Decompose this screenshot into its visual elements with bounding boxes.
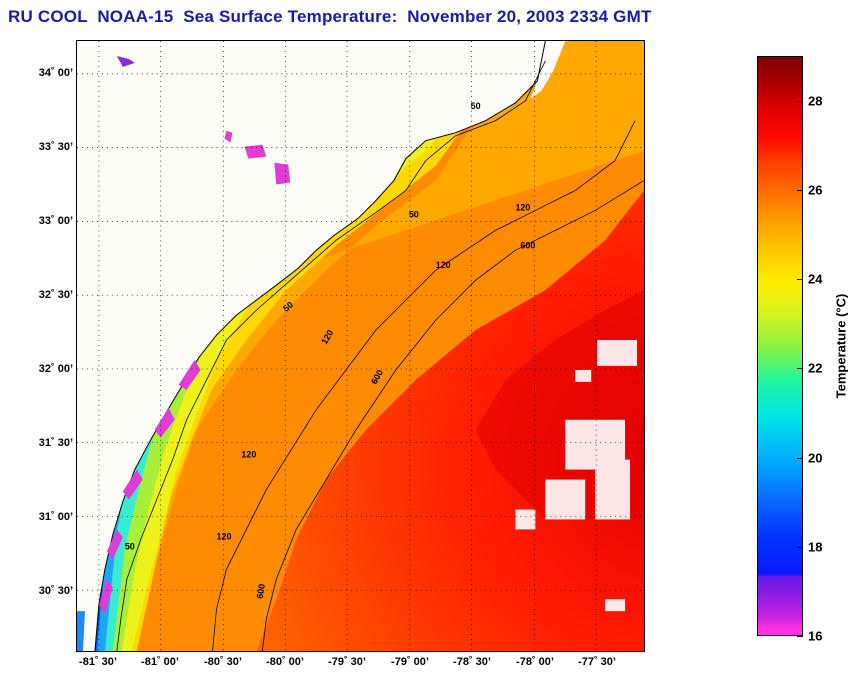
colorbar-tick-20: 20 bbox=[808, 450, 823, 466]
lat-tick-3: 33˚ 00’ bbox=[38, 215, 73, 227]
colorbar-tickmark-24 bbox=[797, 279, 803, 281]
lon-tick-7: -78˚ 30’ bbox=[453, 656, 491, 668]
river-mouth bbox=[77, 611, 85, 651]
lat-tick-4: 32˚ 30’ bbox=[38, 289, 73, 301]
lat-tick-2: 33˚ 30’ bbox=[38, 141, 73, 153]
sst-map[interactable]: 50 50 50 50 120 120 120 120 120 600 600 … bbox=[76, 40, 645, 652]
isobath-label-600-c: 600 bbox=[254, 583, 266, 599]
colorbar-tickmark-20 bbox=[797, 457, 803, 459]
lat-tick-1: 34˚ 00’ bbox=[38, 67, 73, 79]
lon-tick-9: -77˚ 30’ bbox=[578, 656, 616, 668]
lat-tick-8: 30˚ 30’ bbox=[38, 585, 73, 597]
isobath-label-50-c: 50 bbox=[409, 209, 419, 219]
colorbar-tickmark-28 bbox=[797, 100, 803, 102]
lon-tick-2: -81˚ 00’ bbox=[141, 656, 179, 668]
colorbar-label: Temperature (°C) bbox=[833, 293, 849, 399]
colorbar-tick-18: 18 bbox=[808, 539, 823, 555]
lon-tick-4: -80˚ 00’ bbox=[266, 656, 304, 668]
nearshore-cold bbox=[98, 359, 201, 615]
land bbox=[77, 41, 546, 651]
lon-tick-6: -79˚ 00’ bbox=[391, 656, 429, 668]
temperature-colorbar bbox=[757, 56, 803, 636]
colorbar-tickmark-26 bbox=[797, 189, 803, 191]
colorbar-tickmark-16 bbox=[797, 636, 803, 637]
gulf-stream bbox=[256, 190, 644, 651]
outer-banks bbox=[530, 41, 566, 99]
isobath-label-50-b: 50 bbox=[281, 300, 295, 314]
isobaths bbox=[116, 60, 644, 651]
isobath-120 bbox=[212, 120, 636, 651]
isobath-label-120-e: 120 bbox=[217, 531, 232, 541]
colorbar-tick-22: 22 bbox=[808, 360, 823, 376]
lat-tick-6: 31˚ 30’ bbox=[38, 437, 73, 449]
colorbar-tick-26: 26 bbox=[808, 182, 823, 198]
isobath-label-600: 600 bbox=[520, 240, 535, 250]
lon-tick-8: -78˚ 00’ bbox=[516, 656, 554, 668]
colorbar-tick-28: 28 bbox=[808, 93, 823, 109]
lat-tick-5: 32˚ 00’ bbox=[38, 363, 73, 375]
colorbar-tick-24: 24 bbox=[808, 271, 823, 287]
inland-lake-2 bbox=[224, 130, 291, 185]
map-title: RU COOL NOAA-15 Sea Surface Temperature:… bbox=[8, 7, 652, 26]
inland-lake-1 bbox=[116, 55, 135, 67]
isobath-label-50: 50 bbox=[471, 101, 481, 111]
lon-tick-5: -79˚ 30’ bbox=[328, 656, 366, 668]
lon-tick-3: -80˚ 30’ bbox=[204, 656, 242, 668]
cloud-patches bbox=[515, 340, 638, 612]
isobath-label-120-d: 120 bbox=[241, 450, 256, 460]
sst-map-canvas: 50 50 50 50 120 120 120 120 120 600 600 … bbox=[77, 41, 644, 651]
lat-tick-7: 31˚ 00’ bbox=[38, 511, 73, 523]
isobath-50 bbox=[116, 60, 546, 651]
colorbar-tick-16: 16 bbox=[808, 628, 823, 644]
isobath-label-120: 120 bbox=[515, 202, 530, 212]
colorbar-tickmark-22 bbox=[797, 368, 803, 370]
isobath-label-50-d: 50 bbox=[125, 541, 135, 551]
isobath-label-120-b: 120 bbox=[436, 260, 451, 270]
band-orange bbox=[77, 41, 644, 651]
lon-tick-1: -81˚ 30’ bbox=[79, 656, 117, 668]
isobath-600 bbox=[261, 180, 644, 651]
colorbar-tickmark-18 bbox=[797, 546, 803, 548]
